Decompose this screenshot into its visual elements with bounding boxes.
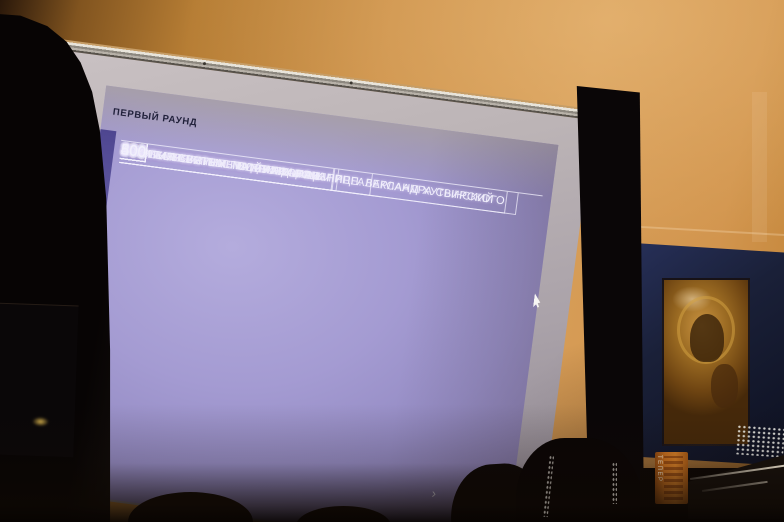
- orange-book-spine: ТЕПЕР: [655, 452, 688, 504]
- board-row: ЖИТИЯ СВЯТЫХ: МЧ. ТРИФОНА И ПРП. АЛЕКСАН…: [112, 141, 543, 270]
- icon-child-figure: [711, 364, 738, 408]
- game-board: ВЕТХОЗАВЕТНЫЕ СУДЬИ И ЦАРИ 100 200 300 4…: [119, 139, 543, 215]
- wall-pipe: [752, 92, 767, 242]
- round-title: ПЕРВЫЙ РАУНД: [112, 106, 198, 129]
- loudspeaker: [0, 302, 79, 458]
- icon-painting-frame: [638, 243, 784, 466]
- speaker-logo-glow: [32, 416, 49, 427]
- icon-madonna-figure: [690, 314, 724, 362]
- chevron-right-icon: ›: [430, 485, 438, 501]
- icon-halo: [677, 296, 735, 364]
- reflective-lettering: [612, 462, 617, 504]
- icon-painting: [662, 278, 750, 446]
- screw-dot: [203, 61, 207, 66]
- reflective-glints: [735, 424, 784, 458]
- projected-slide: ПЕРВЫЙ РАУНД ВЕТХОЗАВЕТНЫЕ СУДЬИ И ЦАРИ …: [52, 85, 559, 522]
- book-spine-text: ТЕПЕР: [656, 455, 662, 483]
- screw-dot: [349, 81, 354, 85]
- category-cell: ЖИТИЯ СВЯТЫХ: МЧ. ТРИФОНА И ПРП. АЛЕКСАН…: [119, 141, 519, 215]
- value-cell[interactable]: 500: [119, 141, 148, 163]
